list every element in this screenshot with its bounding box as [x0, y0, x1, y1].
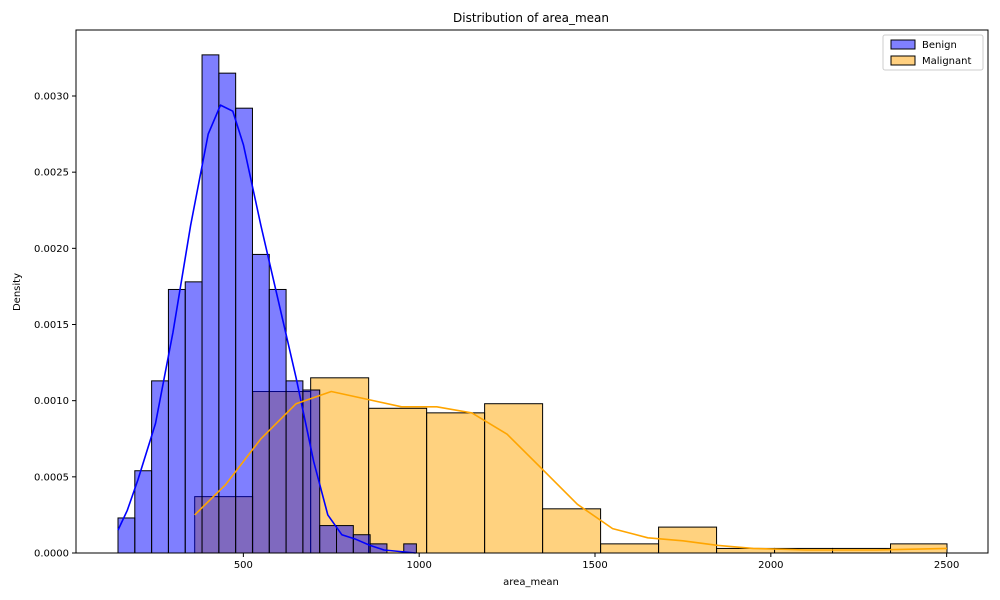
y-tick-label: 0.0020 [34, 244, 69, 255]
legend-label-malignant: Malignant [922, 56, 971, 67]
y-tick-label: 0.0010 [34, 396, 69, 407]
plot-area [117, 54, 948, 554]
chart-title: Distribution of area_mean [453, 11, 609, 25]
x-tick-label: 500 [234, 560, 253, 571]
x-tick-label: 1500 [582, 560, 607, 571]
plot-frame [75, 29, 989, 554]
bar-malignant [600, 543, 660, 554]
y-tick-label: 0.0025 [34, 168, 69, 179]
legend-label-benign: Benign [922, 40, 957, 51]
y-tick-label: 0.0000 [34, 549, 69, 560]
bar-benign [184, 281, 203, 554]
x-axis-title: area_mean [503, 577, 559, 588]
kde-line-malignant [194, 390, 948, 551]
y-axis-title: Density [12, 273, 23, 311]
x-tick-label: 1000 [406, 560, 431, 571]
bar-benign [302, 389, 321, 554]
bar-malignant [368, 407, 428, 554]
y-axis: 0.0000 0.0005 0.0010 0.0015 0.0020 0.0025 0.00… [34, 92, 76, 560]
legend: Benign Malignant [882, 34, 984, 71]
bar-benign [218, 72, 237, 554]
y-tick-label: 0.0030 [34, 92, 69, 103]
legend-swatch-malignant [890, 55, 916, 66]
bar-malignant [484, 403, 544, 554]
legend-swatch-benign [890, 39, 916, 50]
x-tick-label: 2500 [934, 560, 959, 571]
x-axis: 500 1000 1500 2000 2500 [234, 553, 959, 571]
bar-malignant [426, 412, 486, 554]
bar-benign [319, 525, 338, 554]
bar-benign [251, 253, 270, 554]
bar-malignant [542, 508, 602, 554]
y-tick-label: 0.0015 [34, 320, 69, 331]
y-tick-label: 0.0005 [34, 472, 69, 483]
bar-benign [285, 380, 304, 554]
bar-benign [167, 288, 186, 554]
bar-malignant [310, 377, 370, 554]
x-tick-label: 2000 [758, 560, 783, 571]
bar-benign [151, 380, 169, 554]
kde-line-benign [117, 104, 416, 554]
